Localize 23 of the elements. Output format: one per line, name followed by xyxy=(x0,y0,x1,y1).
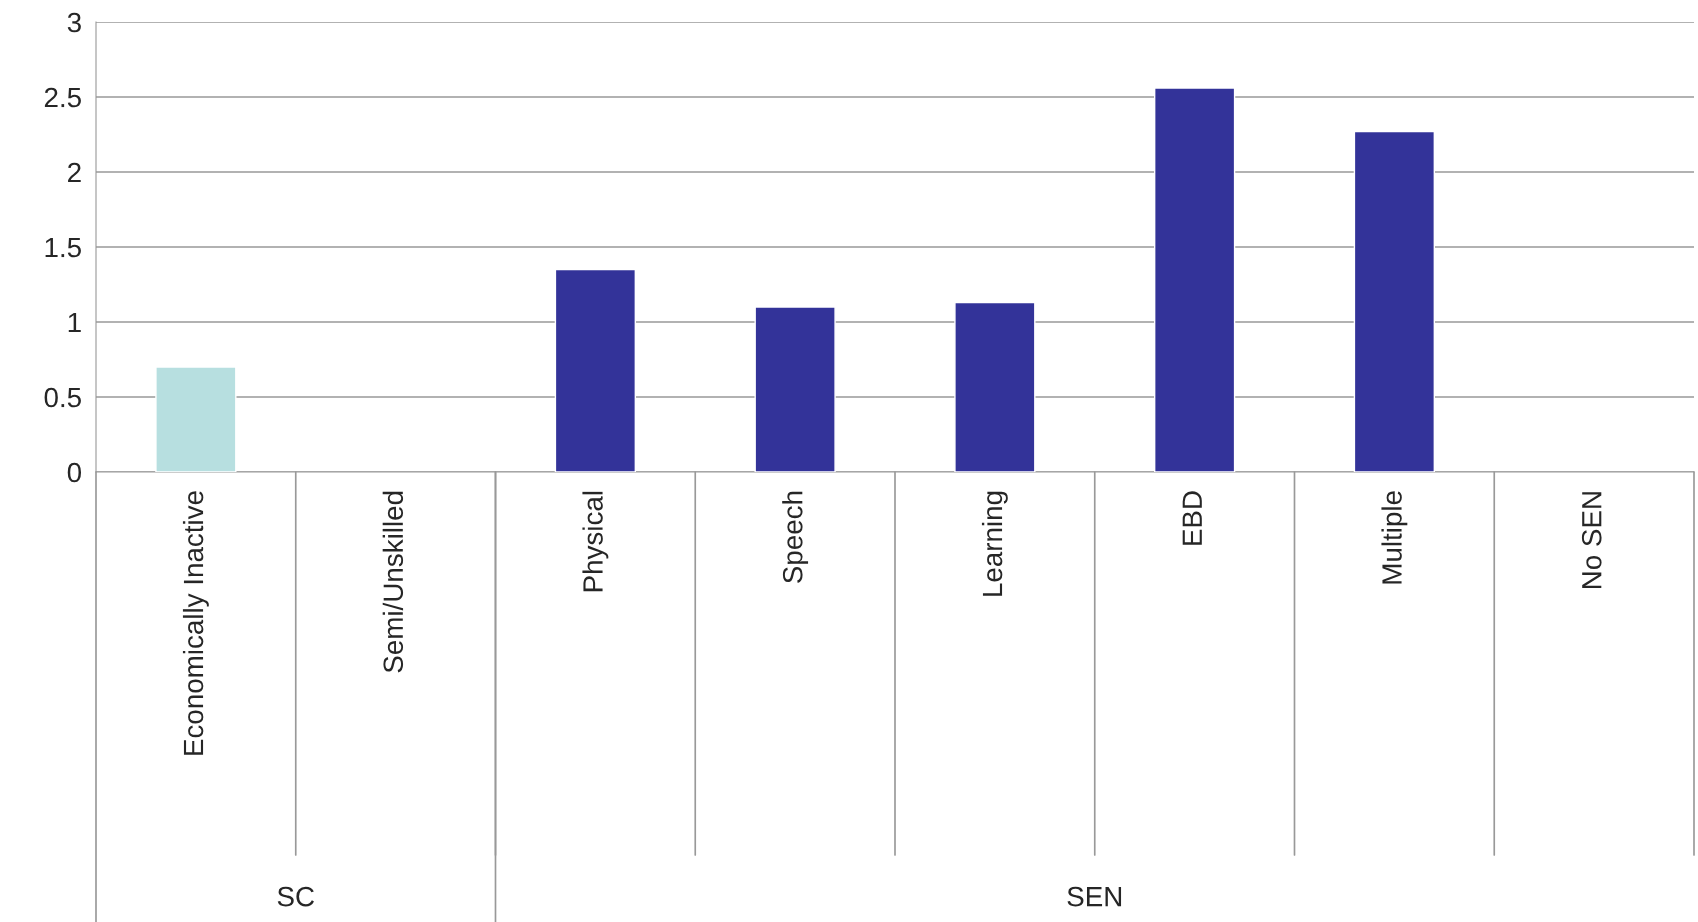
bar xyxy=(155,366,237,472)
x-tick-label: Speech xyxy=(782,491,809,583)
text: SEN xyxy=(1067,886,1122,907)
y-tick-label: 0 xyxy=(67,462,82,483)
bar xyxy=(754,306,836,472)
x-tick-label: EBD xyxy=(1182,491,1202,545)
bar xyxy=(954,301,1036,472)
x-tick-label: No SEN xyxy=(1581,492,1602,589)
x-tick-label: Multiple xyxy=(1381,491,1408,584)
y-tick-label: 2.5 xyxy=(44,87,81,108)
bar xyxy=(554,268,637,472)
y-tick-label: 2 xyxy=(68,162,81,183)
x-tick-label: Learning xyxy=(981,491,1008,596)
bar xyxy=(1353,130,1436,472)
text: SC xyxy=(277,886,314,907)
y-tick-label: 3 xyxy=(67,12,81,33)
y-tick-label: 1.5 xyxy=(45,237,81,258)
y-tick-label: 1 xyxy=(68,312,81,333)
x-tick-label: Economically Inactive xyxy=(182,491,209,755)
x-tick-label: Semi/Unskilled xyxy=(382,491,404,673)
y-tick-label: 0.5 xyxy=(44,387,81,408)
bar xyxy=(1153,87,1236,472)
x-tick-label: Physical xyxy=(582,491,609,592)
